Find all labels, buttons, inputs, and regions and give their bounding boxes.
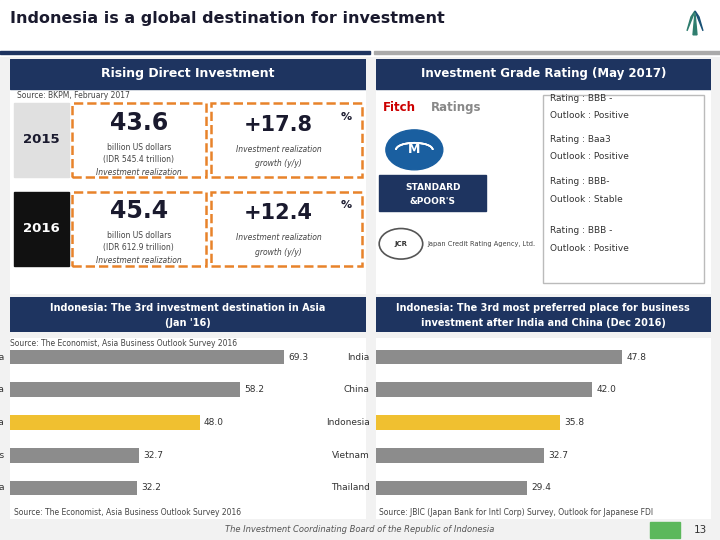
Text: Thailand: Thailand <box>330 483 369 492</box>
Bar <box>650 522 680 538</box>
Text: Source: JBIC (Japan Bank for Intl Corp) Survey, Outlook for Japanese FDI: Source: JBIC (Japan Bank for Intl Corp) … <box>379 508 653 517</box>
Text: Outlook : Positive: Outlook : Positive <box>550 111 629 120</box>
Text: (Jan '16): (Jan '16) <box>165 318 211 328</box>
Text: Ratings: Ratings <box>431 101 482 114</box>
Text: 48.0: 48.0 <box>204 418 224 427</box>
Text: 45.4: 45.4 <box>109 199 168 223</box>
Text: 58.2: 58.2 <box>244 386 264 394</box>
Bar <box>10 448 139 463</box>
Bar <box>376 448 544 463</box>
Text: 32.7: 32.7 <box>143 451 163 460</box>
Text: Outlook : Stable: Outlook : Stable <box>550 194 623 204</box>
FancyBboxPatch shape <box>72 192 206 266</box>
FancyBboxPatch shape <box>72 103 206 177</box>
Text: Vietnam: Vietnam <box>332 451 369 460</box>
Bar <box>10 59 366 89</box>
Text: 35.8: 35.8 <box>564 418 585 427</box>
Text: Malaysia: Malaysia <box>0 483 4 492</box>
Text: India: India <box>348 353 369 362</box>
Text: Source: The Economist, Asia Business Outlook Survey 2016: Source: The Economist, Asia Business Out… <box>14 508 240 517</box>
Text: Source: BKPM, February 2017: Source: BKPM, February 2017 <box>17 91 130 100</box>
Bar <box>14 103 69 177</box>
Text: 13: 13 <box>693 525 706 535</box>
Bar <box>379 174 486 211</box>
Text: M: M <box>408 143 420 157</box>
Text: The Investment Coordinating Board of the Republic of Indonesia: The Investment Coordinating Board of the… <box>225 525 495 534</box>
Text: Outlook : Positive: Outlook : Positive <box>550 244 629 253</box>
Text: Indonesia: The 3rd investment destination in Asia: Indonesia: The 3rd investment destinatio… <box>50 302 325 313</box>
Text: Indonesia: The 3rd most preferred place for business: Indonesia: The 3rd most preferred place … <box>397 302 690 313</box>
Text: Outlook : Positive: Outlook : Positive <box>550 152 629 161</box>
Bar <box>0 51 370 53</box>
Text: 29.4: 29.4 <box>531 483 552 492</box>
Text: JCR: JCR <box>395 241 408 247</box>
Bar <box>10 382 240 397</box>
Text: Indonesia: Indonesia <box>0 418 4 427</box>
Bar <box>10 350 284 364</box>
Text: Source: The Economist, Asia Business Outlook Survey 2016: Source: The Economist, Asia Business Out… <box>10 339 237 348</box>
Bar <box>376 415 560 430</box>
Text: Investment realization: Investment realization <box>235 233 322 242</box>
Bar <box>10 481 138 495</box>
Text: 32.2: 32.2 <box>141 483 161 492</box>
Text: billion US dollars: billion US dollars <box>107 143 171 152</box>
Bar <box>376 481 527 495</box>
FancyBboxPatch shape <box>211 103 362 177</box>
Bar <box>10 415 199 430</box>
Text: growth (y/y): growth (y/y) <box>256 247 302 256</box>
Text: Investment realization: Investment realization <box>235 145 322 154</box>
Text: +17.8: +17.8 <box>244 115 313 135</box>
Text: Fitch: Fitch <box>382 101 415 114</box>
Text: China: China <box>343 386 369 394</box>
Text: 2015: 2015 <box>23 133 60 146</box>
Text: Rising Direct Investment: Rising Direct Investment <box>102 68 274 80</box>
Text: investment after India and China (Dec 2016): investment after India and China (Dec 20… <box>420 318 666 328</box>
Text: Japan Credit Rating Agency, Ltd.: Japan Credit Rating Agency, Ltd. <box>428 241 536 247</box>
Bar <box>14 192 69 266</box>
Bar <box>376 59 711 89</box>
Bar <box>374 51 720 53</box>
Circle shape <box>386 130 443 170</box>
Text: Investment realization: Investment realization <box>96 256 181 265</box>
Text: Rating : BBB -: Rating : BBB - <box>550 93 612 103</box>
Polygon shape <box>695 11 703 31</box>
Text: growth (y/y): growth (y/y) <box>256 159 302 168</box>
Text: Philippines: Philippines <box>0 451 4 460</box>
Text: 43.6: 43.6 <box>109 111 168 135</box>
Bar <box>376 350 622 364</box>
Bar <box>376 382 592 397</box>
Text: %: % <box>341 200 352 210</box>
Text: Investment Grade Rating (May 2017): Investment Grade Rating (May 2017) <box>420 68 666 80</box>
Text: 2016: 2016 <box>23 222 60 235</box>
Polygon shape <box>693 13 697 35</box>
Text: Rating : Baa3: Rating : Baa3 <box>550 135 611 144</box>
Text: Rating : BBB -: Rating : BBB - <box>550 226 612 235</box>
Text: 32.7: 32.7 <box>549 451 568 460</box>
Text: Rating : BBB-: Rating : BBB- <box>550 177 609 186</box>
Text: STANDARD: STANDARD <box>405 183 461 192</box>
FancyBboxPatch shape <box>211 192 362 266</box>
Text: (IDR 612.9 trillion): (IDR 612.9 trillion) <box>104 243 174 252</box>
Text: Indonesia: Indonesia <box>326 418 369 427</box>
Text: %: % <box>341 112 352 122</box>
Text: Investment realization: Investment realization <box>96 167 181 177</box>
Text: China: China <box>0 386 4 394</box>
Text: billion US dollars: billion US dollars <box>107 231 171 240</box>
Text: Indonesia is a global destination for investment: Indonesia is a global destination for in… <box>10 11 445 26</box>
FancyBboxPatch shape <box>544 94 704 282</box>
Text: India: India <box>0 353 4 362</box>
Text: 69.3: 69.3 <box>288 353 308 362</box>
Text: 42.0: 42.0 <box>596 386 616 394</box>
Polygon shape <box>687 11 695 31</box>
Text: +12.4: +12.4 <box>244 203 313 223</box>
Text: 47.8: 47.8 <box>626 353 646 362</box>
Text: (IDR 545.4 trillion): (IDR 545.4 trillion) <box>104 155 174 164</box>
Text: &POOR'S: &POOR'S <box>410 197 456 206</box>
